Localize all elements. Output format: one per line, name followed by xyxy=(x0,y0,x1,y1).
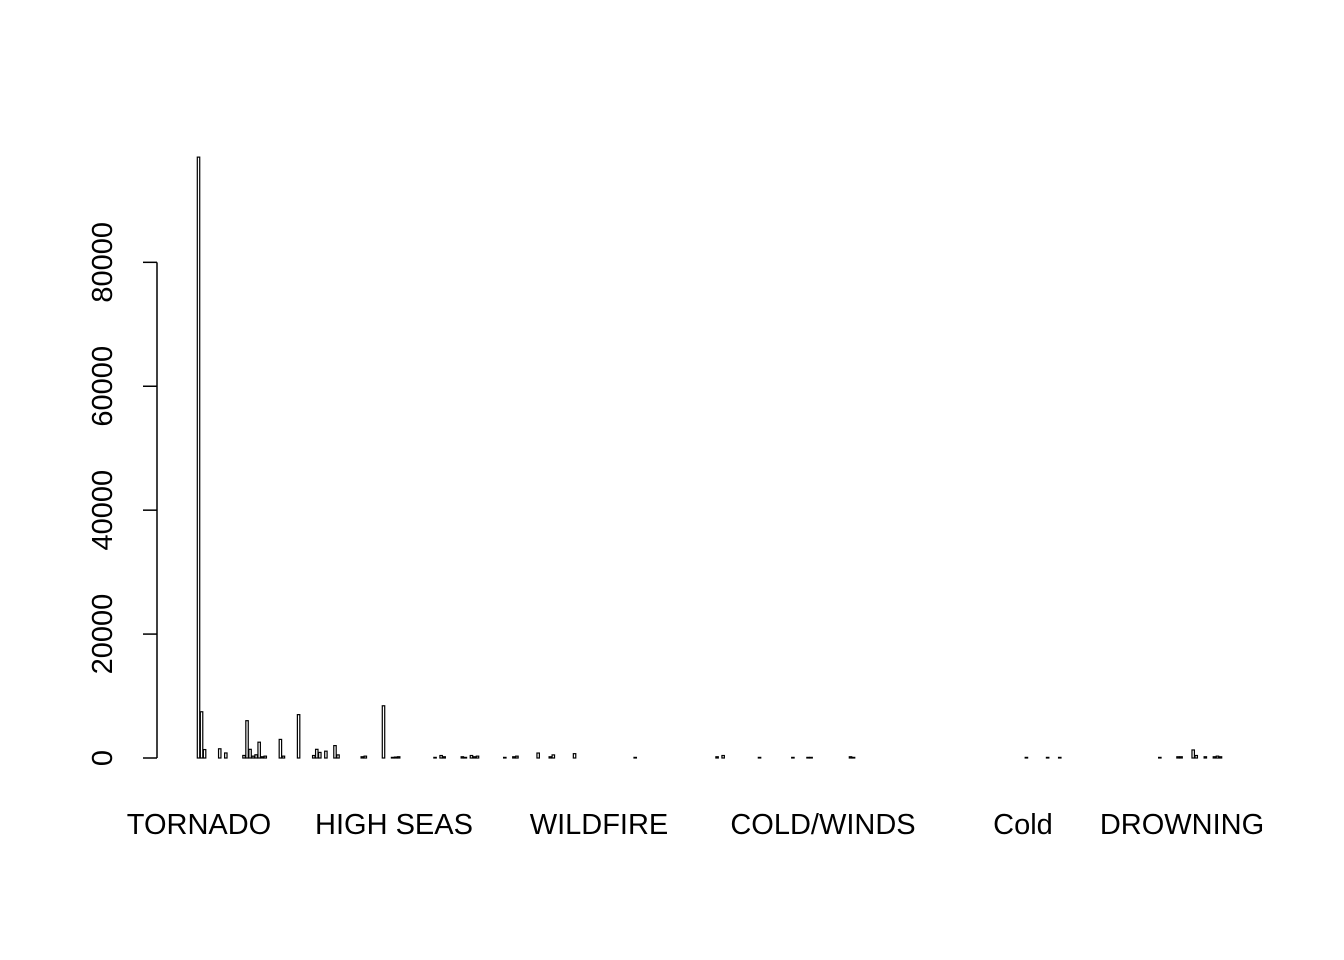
x-tick-label: Cold xyxy=(993,809,1053,841)
x-tick-label: DROWNING xyxy=(1100,809,1264,841)
bar xyxy=(809,756,813,759)
bar xyxy=(1045,756,1050,759)
bar xyxy=(263,755,268,759)
bar xyxy=(314,748,319,759)
bar xyxy=(318,751,322,759)
bar xyxy=(336,754,340,759)
bar xyxy=(791,756,795,759)
bar xyxy=(248,748,252,759)
bar xyxy=(721,754,725,759)
bar xyxy=(1212,756,1217,759)
bar xyxy=(224,752,228,759)
y-tick-label: 40000 xyxy=(87,470,119,551)
bar xyxy=(311,754,316,759)
bar xyxy=(433,756,437,759)
y-tick-label: 20000 xyxy=(87,594,119,675)
bar xyxy=(442,756,446,759)
bar xyxy=(463,756,468,759)
bar xyxy=(1215,755,1220,759)
bar xyxy=(333,745,337,759)
bar xyxy=(1194,754,1199,759)
bar xyxy=(1024,756,1029,759)
bar xyxy=(1191,749,1196,759)
bar xyxy=(324,750,328,759)
bar xyxy=(196,156,201,759)
bar xyxy=(390,756,395,759)
bar xyxy=(251,755,255,759)
bar xyxy=(1218,756,1223,759)
bar xyxy=(281,755,286,759)
bar xyxy=(381,705,386,759)
bar xyxy=(848,756,853,759)
bar xyxy=(502,756,507,759)
bar xyxy=(242,754,246,759)
bar xyxy=(202,748,207,759)
bar xyxy=(254,754,258,759)
bar xyxy=(257,741,261,759)
bar xyxy=(363,755,368,759)
bar xyxy=(1176,756,1180,759)
bar xyxy=(1179,756,1183,759)
bar xyxy=(551,754,556,759)
bar xyxy=(715,756,719,759)
y-tick-label: 0 xyxy=(87,750,119,766)
bar xyxy=(393,756,398,759)
bar xyxy=(1158,756,1162,759)
x-tick-label: TORNADO xyxy=(127,809,271,841)
bar xyxy=(460,756,465,759)
bar xyxy=(536,752,540,759)
bar xyxy=(260,756,265,759)
bar xyxy=(1057,756,1062,759)
bar xyxy=(245,720,249,759)
x-tick-label: HIGH SEAS xyxy=(315,809,473,841)
bar xyxy=(475,755,480,759)
y-tick-label: 80000 xyxy=(87,222,119,303)
bar xyxy=(633,756,638,759)
x-tick-label: WILDFIRE xyxy=(530,809,669,841)
bar xyxy=(296,714,301,759)
bar xyxy=(217,748,222,759)
bar xyxy=(548,756,553,759)
bar xyxy=(851,756,856,759)
bar xyxy=(515,755,519,759)
bar xyxy=(472,756,477,759)
bar xyxy=(199,711,204,759)
x-axis-labels: TORNADO HIGH SEAS WILDFIRE COLD/WINDS Cold DR… xyxy=(127,809,1264,841)
bar xyxy=(439,754,443,759)
bar xyxy=(278,738,283,759)
bar xyxy=(512,756,516,759)
y-axis: 0 20000 40000 60000 80000 xyxy=(87,222,158,766)
bar xyxy=(469,754,474,759)
bar xyxy=(1203,756,1208,759)
bar xyxy=(806,756,810,759)
bars-group xyxy=(196,156,1223,759)
bar xyxy=(396,756,401,759)
bar xyxy=(757,756,762,759)
x-tick-label: COLD/WINDS xyxy=(730,809,915,841)
bar xyxy=(572,753,577,759)
y-tick-label: 60000 xyxy=(87,346,119,427)
bar xyxy=(360,756,365,759)
